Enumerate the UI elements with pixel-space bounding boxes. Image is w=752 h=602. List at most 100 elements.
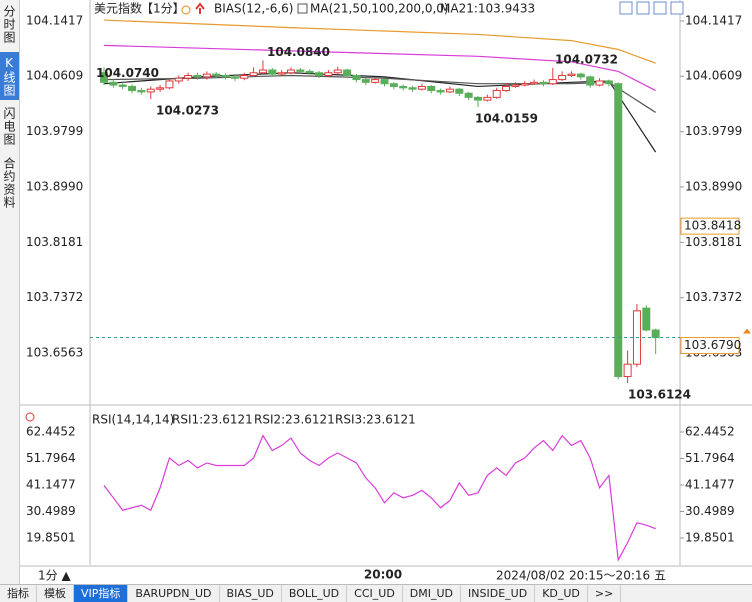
indicator-tab[interactable]: VIP指标: [74, 585, 129, 602]
rsi-tick-label-right: 30.4989: [685, 504, 735, 518]
ma-line: [103, 19, 656, 64]
y-tick-label: 103.7372: [26, 290, 83, 304]
current-price-label: 103.6790: [684, 338, 741, 352]
y-tick-label-right: 104.1417: [685, 13, 742, 27]
rsi-line: [103, 434, 656, 563]
x-tick-label: 20:00: [364, 568, 402, 582]
price-annotation: 104.0840: [267, 45, 330, 59]
indicator-tab[interactable]: BIAS_UD: [220, 585, 282, 602]
legend-item: MA(21,50,100,200,0,0): [310, 2, 449, 16]
side-tab[interactable]: 闪电图: [2, 106, 16, 146]
candle-body: [174, 77, 183, 82]
price-annotation: 104.0159: [475, 112, 538, 126]
rsi-tick-label-right: 62.4452: [685, 425, 735, 439]
candle-body: [258, 69, 267, 74]
ma-line: [103, 44, 656, 92]
indicator-tab[interactable]: CCI_UD: [347, 585, 403, 602]
rsi-tick-label: 30.4989: [26, 504, 76, 518]
y-tick-label: 104.0609: [26, 69, 83, 83]
indicator-tab[interactable]: BARUPDN_UD: [128, 585, 220, 602]
candle-body: [137, 90, 146, 93]
period-label: 1分 ▲: [38, 569, 71, 583]
range-label: 2024/08/02 20:15～20:16 五: [496, 569, 666, 583]
rsi-tick-label: 51.7964: [26, 451, 76, 465]
candle-body: [193, 74, 202, 78]
candle-body: [249, 72, 258, 76]
candle-body: [520, 83, 529, 86]
candle-body: [118, 84, 127, 87]
rsi-tick-label: 19.8501: [26, 531, 76, 545]
candle-body: [548, 79, 557, 85]
rsi-title: RSI(14,14,14): [92, 413, 174, 427]
y-tick-label: 103.8990: [26, 180, 83, 194]
candle-body: [604, 80, 613, 85]
toolbar-button: [653, 1, 667, 15]
indicator-tab[interactable]: >>: [588, 585, 622, 602]
legend-item: 【1分】: [141, 2, 185, 16]
y-tick-label-right: 103.9799: [685, 124, 742, 138]
rsi-tick-label: 62.4452: [26, 425, 76, 439]
indicator-tab[interactable]: 模板: [37, 585, 74, 602]
price-annotation: 103.6124: [628, 388, 691, 402]
y-tick-label-right: 103.8990: [685, 180, 742, 194]
candle-body: [595, 80, 604, 86]
y-tick-label: 103.8181: [26, 235, 83, 249]
candle-body: [389, 83, 398, 87]
side-tab[interactable]: 分时图: [2, 4, 16, 44]
candle-body: [502, 85, 511, 92]
candle-body: [623, 363, 632, 378]
candle-body: [109, 81, 118, 86]
candle-body: [202, 73, 211, 78]
candle-body: [128, 85, 137, 92]
indicator-tab[interactable]: DMI_UD: [403, 585, 462, 602]
candle-body: [455, 88, 464, 94]
legend-item: BIAS(12,-6,6): [214, 2, 293, 16]
indicator-tab[interactable]: 指标: [0, 585, 37, 602]
tab-bar: 指标 模板 VIP指标 BARUPDN_UD BIAS_UD BOLL_UD CCI_UD D…: [0, 584, 752, 602]
candle-body: [277, 72, 286, 75]
rsi-legend: RSI2:23.6121: [254, 413, 335, 427]
candle-body: [511, 84, 520, 87]
y-tick-label-right: 104.0609: [685, 69, 742, 83]
y-tick-label: 103.6563: [26, 346, 83, 360]
side-tab[interactable]: 合约资料: [2, 157, 16, 209]
candle-body: [380, 79, 389, 85]
y-tick-label-right: 103.7372: [685, 290, 742, 304]
candle-body: [146, 88, 155, 93]
candle-body: [352, 74, 361, 81]
toolbar-button: [636, 1, 650, 15]
icon: [743, 328, 751, 334]
icon: [25, 412, 35, 422]
candle-body: [530, 81, 539, 85]
candle-body: [483, 96, 492, 101]
toolbar-button: [670, 1, 684, 15]
indicator-tab[interactable]: BOLL_UD: [282, 585, 348, 602]
indicator-tab[interactable]: INSIDE_UD: [461, 585, 536, 602]
candle-body: [240, 74, 249, 79]
sidebar: 分时图 K线图闪电图合约资料: [0, 0, 20, 602]
candle-body: [642, 307, 651, 331]
candle-body: [427, 85, 436, 92]
candle-body: [539, 81, 548, 85]
price-annotation: 104.0732: [555, 52, 618, 66]
candle-body: [315, 72, 324, 76]
legend-item: 美元指数: [94, 1, 142, 16]
price-annotation: 104.0273: [156, 104, 219, 118]
candle-body: [417, 85, 426, 90]
current-price-box: [680, 337, 740, 355]
candle-body: [651, 329, 660, 339]
side-tab[interactable]: K线图: [0, 52, 19, 100]
candle-body: [614, 83, 623, 378]
rsi-tick-label: 41.1477: [26, 478, 76, 492]
candle-body: [333, 69, 342, 74]
rsi-tick-label-right: 19.8501: [685, 531, 735, 545]
candle-body: [371, 79, 380, 83]
indicator-tab[interactable]: KD_UD: [535, 585, 588, 602]
icon: [181, 5, 191, 15]
y-tick-label: 103.9799: [26, 124, 83, 138]
y-tick-label-right: 103.8181: [685, 235, 742, 249]
chart: 美元指数【1分】 BIAS(12,-6,6) MA(21,50,100,200,0,…: [20, 0, 752, 583]
candle-body: [474, 96, 482, 101]
rsi-tick-label-right: 41.1477: [685, 478, 735, 492]
